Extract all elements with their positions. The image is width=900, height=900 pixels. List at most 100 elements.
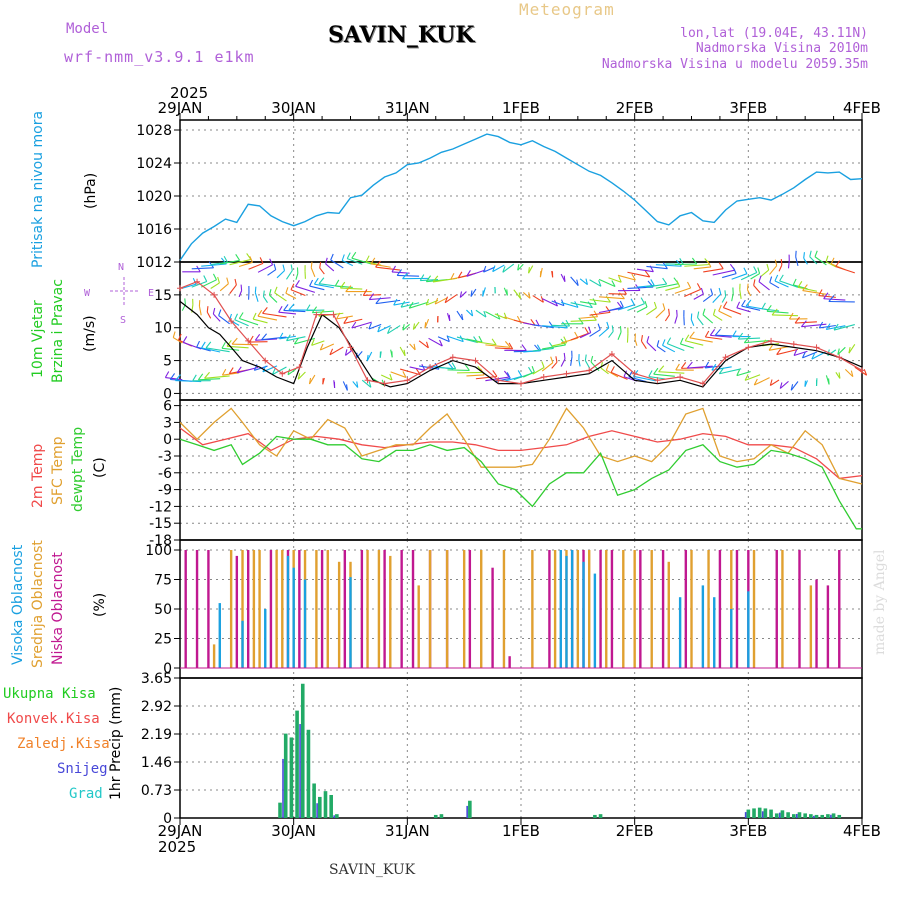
precip-bar	[335, 814, 339, 818]
wind-barb	[796, 257, 798, 266]
wind-barb	[296, 273, 298, 279]
precip-bar	[439, 814, 444, 818]
wind-barb	[732, 274, 747, 280]
y-tick-label: 0	[163, 386, 172, 402]
x-tick-label-top: 1FEB	[502, 99, 540, 117]
wind-barb	[801, 324, 826, 327]
wind-barb	[665, 287, 679, 291]
snow-bar	[466, 805, 468, 818]
wind-barb-flag	[170, 373, 174, 379]
low_cloud-bar	[269, 550, 273, 668]
wind-barb-flag	[287, 335, 291, 341]
y-tick-label: 100	[145, 543, 172, 559]
wind-barb-flag	[193, 278, 196, 284]
wind-barb	[262, 337, 287, 340]
wind-barb	[618, 275, 635, 280]
x-tick-label-top: 2FEB	[616, 99, 654, 117]
low_cloud-bar	[400, 550, 403, 668]
wind-barb-flag	[687, 282, 690, 288]
wind-barb	[824, 299, 846, 300]
wind-barb	[347, 259, 362, 265]
wind-barb-flag	[589, 327, 591, 333]
precip-bar	[820, 814, 825, 818]
panel-frame-temp	[179, 399, 863, 541]
wind-speed-line	[179, 300, 863, 388]
wind-barb-flag	[310, 280, 313, 286]
wind-barb-flag	[586, 279, 587, 285]
wind-barb	[737, 308, 751, 312]
wind-barb-flag	[562, 322, 567, 328]
wind-barb	[769, 347, 788, 351]
wind-barb	[326, 264, 334, 271]
wind-barb-flag	[577, 280, 579, 286]
wind-barb-flag	[819, 290, 822, 296]
snow-bar	[813, 815, 815, 818]
wind-barb	[694, 267, 711, 269]
wind-barb	[291, 290, 305, 296]
wind-barb	[249, 263, 263, 269]
y-tick-label: 2.19	[141, 727, 172, 743]
wind-gust-marker	[245, 337, 252, 344]
wind-barb	[438, 337, 449, 342]
wind-barb	[722, 296, 725, 302]
mid_cloud-bar	[252, 550, 256, 668]
wind-barb-flag	[414, 344, 415, 350]
y-tick-label: 0	[163, 432, 172, 448]
low_cloud-bar	[548, 550, 551, 668]
wind-barb	[795, 322, 817, 323]
wind-barb-flag	[698, 312, 699, 318]
wind-barb	[618, 332, 621, 340]
low_cloud-bar	[798, 550, 801, 668]
wind-barb-flag	[306, 305, 310, 311]
low_cloud-bar	[815, 579, 818, 668]
year-label-top: 2025	[170, 84, 209, 102]
wind-barb	[684, 289, 700, 296]
y-tick-label: 1012	[136, 255, 172, 271]
wind-barb-flag	[667, 338, 670, 344]
wind-barb-flag	[369, 294, 373, 300]
wind-barb-flag	[676, 364, 680, 370]
wind-barb	[680, 344, 693, 348]
mid_cloud-bar	[258, 550, 261, 668]
wind-barb	[457, 311, 463, 320]
wind-barb-flag	[619, 276, 622, 282]
wind-barb-flag	[426, 276, 430, 282]
wind-barb-flag	[346, 286, 351, 292]
y-tick-label: 6	[163, 399, 172, 415]
wind-barb-flag	[255, 287, 256, 293]
wind-barb-flag	[687, 362, 692, 368]
wind-barb-flag	[781, 259, 782, 265]
wind-gust-marker	[427, 364, 434, 371]
wind-barb-flag	[791, 384, 792, 390]
wind-barb	[552, 343, 567, 346]
wind-gust-marker	[279, 370, 286, 377]
wind-barb-flag	[804, 252, 805, 258]
wind-barb-flag	[440, 340, 443, 346]
low_cloud-bar	[468, 550, 472, 668]
wind-barb-flag	[286, 287, 288, 293]
high_cloud-bar	[264, 609, 267, 668]
wind-barb	[495, 348, 513, 349]
wind-barb	[201, 264, 226, 266]
precip-bar	[774, 813, 779, 818]
snow-bar	[316, 803, 318, 818]
wind-barb-flag	[770, 277, 772, 283]
wind-barb-flag	[493, 266, 495, 272]
x-tick-label-bottom: 30JAN	[271, 822, 316, 840]
wind-barb-flag	[737, 370, 740, 376]
low_cloud-bar	[343, 550, 347, 668]
wind-barb-flag	[649, 371, 652, 377]
low_cloud-bar	[610, 550, 614, 668]
wind-barb-flag	[319, 310, 324, 316]
wind-barb	[561, 359, 565, 367]
wind-barb-flag	[206, 342, 211, 348]
wind-barb	[352, 258, 372, 264]
wind-barb	[314, 284, 333, 288]
precip-bar	[826, 814, 830, 818]
wind-barb-flag	[795, 317, 799, 323]
wind-barb	[675, 264, 697, 265]
wind-barb-flag	[585, 355, 586, 361]
wind-barb-flag	[767, 264, 769, 270]
wind-barb	[331, 260, 344, 268]
wind-barb-flag	[624, 371, 627, 377]
